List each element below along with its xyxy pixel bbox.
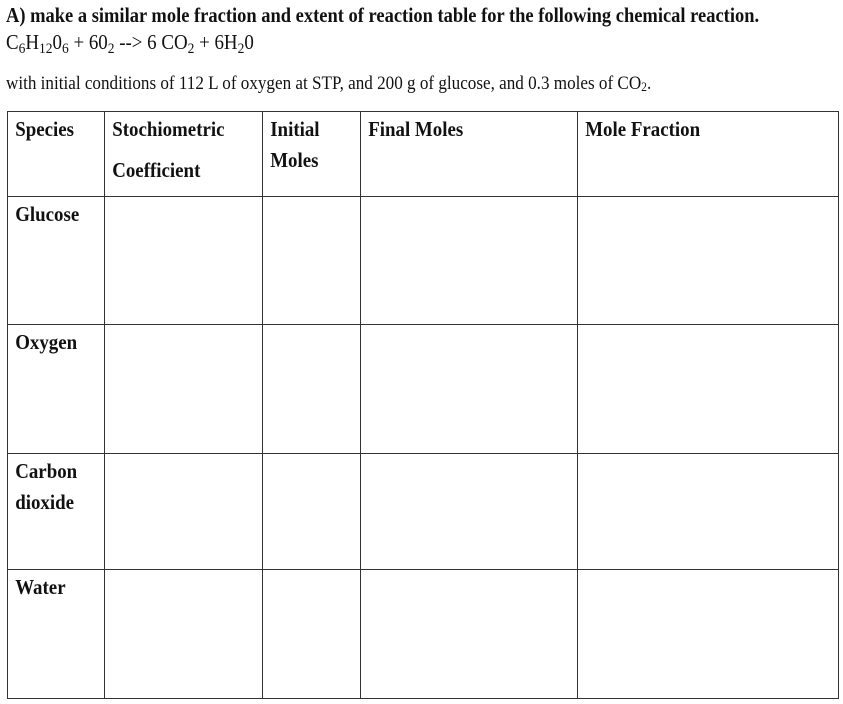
eq-part: + 6 [68,30,99,54]
final-moles-cell[interactable] [360,453,578,570]
header-text: Moles [270,148,319,172]
table-row-glucose: Glucose [7,196,839,325]
eq-part: 0 [52,30,62,54]
species-name: Glucose [15,202,80,226]
header-initial-moles: Initial Moles [262,111,361,197]
header-row: Species Stochiometric Coefficient Initial… [7,111,839,197]
mole-fraction-cell[interactable] [577,324,839,454]
initial-moles-cell[interactable] [262,196,361,325]
eq-part: 0 [244,30,254,54]
species-cell: Glucose [7,196,105,325]
header-text: Mole Fraction [585,117,701,141]
mole-fraction-cell[interactable] [577,196,839,325]
table-row-carbon-dioxide: Carbon dioxide [7,453,839,570]
header-text: Coefficient [112,158,201,182]
mole-fraction-cell[interactable] [577,569,839,699]
eq-sub: 6 [61,41,69,57]
header-final-moles: Final Moles [360,111,578,197]
header-coefficient: Stochiometric Coefficient [104,111,263,197]
eq-part: 0 [98,30,108,54]
header-text: Species [15,117,74,141]
species-name: Carbon [15,459,78,483]
final-moles-cell[interactable] [360,569,578,699]
coefficient-cell[interactable] [104,196,263,325]
eq-sub: 12 [39,41,53,57]
final-moles-cell[interactable] [360,324,578,454]
coefficient-cell[interactable] [104,324,263,454]
species-cell: Carbon dioxide [7,453,105,570]
eq-part: --> 6 CO [114,30,188,54]
species-name: Oxygen [15,330,78,354]
initial-conditions: with initial conditions of 112 L of oxyg… [6,73,651,95]
eq-sub: 2 [107,41,115,57]
initial-moles-cell[interactable] [262,453,361,570]
initial-moles-cell[interactable] [262,324,361,454]
eq-sub: 2 [187,41,195,57]
question-title: A) make a similar mole fraction and exte… [6,3,760,27]
header-species: Species [7,111,105,197]
conditions-text: with initial conditions of 112 L of oxyg… [6,73,642,94]
header-mole-fraction: Mole Fraction [577,111,839,197]
eq-part: C [6,30,19,54]
header-text: Stochiometric [112,117,225,141]
mole-fraction-cell[interactable] [577,453,839,570]
table-row-oxygen: Oxygen [7,324,839,454]
eq-part: H [25,30,40,54]
chemical-equation: C6H1206 + 602 --> 6 CO2 + 6H20 [6,30,254,57]
coefficient-cell[interactable] [104,453,263,570]
header-text: Initial [270,117,320,141]
species-name: dioxide [15,490,75,514]
final-moles-cell[interactable] [360,196,578,325]
reaction-table: Species Stochiometric Coefficient Initial… [7,111,839,699]
header-text: Final Moles [368,117,464,141]
eq-sub: 6 [18,41,26,57]
initial-moles-cell[interactable] [262,569,361,699]
eq-part: + 6H [194,30,238,54]
species-cell: Water [7,569,105,699]
species-name: Water [15,575,66,599]
eq-sub: 2 [237,41,245,57]
species-cell: Oxygen [7,324,105,454]
conditions-sub: 2 [641,79,648,94]
coefficient-cell[interactable] [104,569,263,699]
conditions-end: . [647,73,652,94]
table-row-water: Water [7,569,839,699]
